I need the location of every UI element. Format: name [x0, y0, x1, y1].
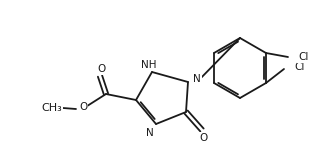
Text: Cl: Cl — [298, 52, 308, 62]
Text: O: O — [79, 102, 87, 112]
Text: CH₃: CH₃ — [41, 103, 63, 113]
Text: N: N — [146, 128, 154, 138]
Text: O: O — [200, 133, 208, 143]
Text: O: O — [97, 64, 105, 74]
Text: N: N — [193, 74, 201, 84]
Text: NH: NH — [141, 60, 157, 70]
Text: Cl: Cl — [294, 62, 304, 72]
